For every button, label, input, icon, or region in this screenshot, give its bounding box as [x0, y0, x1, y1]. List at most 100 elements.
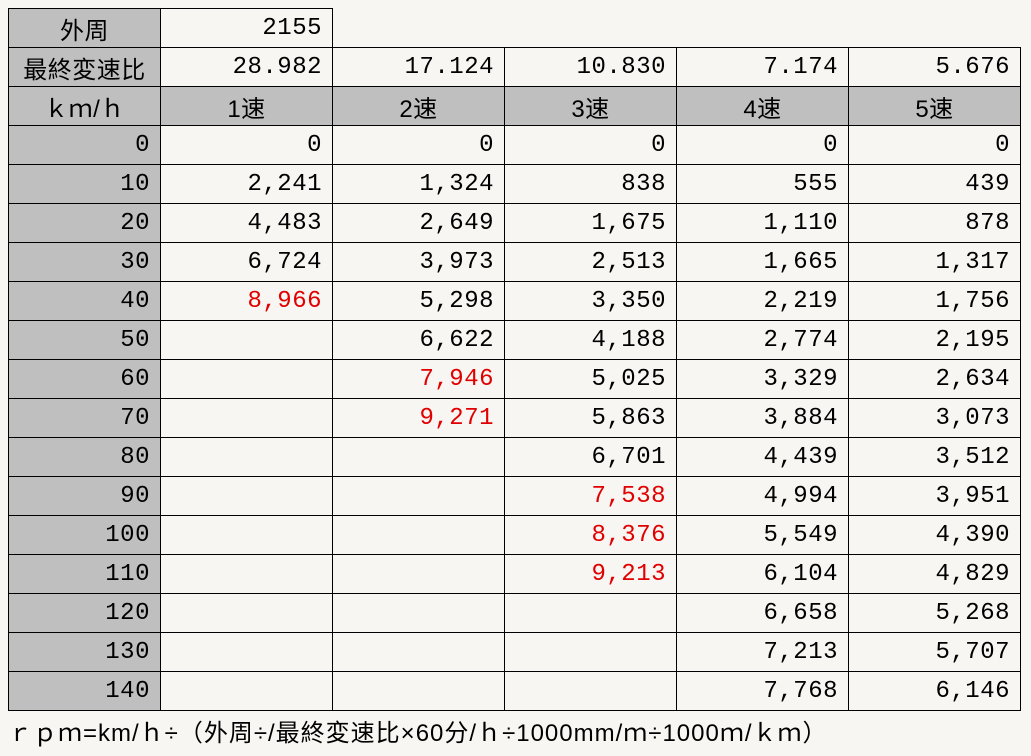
rpm-g3-90: 7,538 — [505, 477, 677, 516]
rpm-g4-120: 6,658 — [677, 594, 849, 633]
rpm-g5-30: 1,317 — [849, 243, 1021, 282]
rpm-g5-0: 0 — [849, 126, 1021, 165]
speed-90: 90 — [9, 477, 161, 516]
rpm-g1-70 — [161, 399, 333, 438]
gear-header-2: 2速 — [333, 87, 505, 126]
rpm-g2-20: 2,649 — [333, 204, 505, 243]
rpm-g3-0: 0 — [505, 126, 677, 165]
rpm-g2-110 — [333, 555, 505, 594]
speed-0: 0 — [9, 126, 161, 165]
rpm-g4-20: 1,110 — [677, 204, 849, 243]
blank-cell — [505, 9, 677, 48]
blank-cell — [849, 9, 1021, 48]
rpm-g3-140 — [505, 672, 677, 711]
rpm-g4-130: 7,213 — [677, 633, 849, 672]
rpm-g1-100 — [161, 516, 333, 555]
blank-cell — [677, 9, 849, 48]
rpm-g3-10: 838 — [505, 165, 677, 204]
rpm-g4-60: 3,329 — [677, 360, 849, 399]
rpm-g1-90 — [161, 477, 333, 516]
ratio-4: 7.174 — [677, 48, 849, 87]
rpm-g5-90: 3,951 — [849, 477, 1021, 516]
rpm-g1-20: 4,483 — [161, 204, 333, 243]
rpm-g5-70: 3,073 — [849, 399, 1021, 438]
rpm-g2-140 — [333, 672, 505, 711]
rpm-g2-40: 5,298 — [333, 282, 505, 321]
rpm-g5-50: 2,195 — [849, 321, 1021, 360]
speed-50: 50 — [9, 321, 161, 360]
label-final-ratio: 最終変速比 — [9, 48, 161, 87]
rpm-g2-60: 7,946 — [333, 360, 505, 399]
rpm-g3-80: 6,701 — [505, 438, 677, 477]
formula-text: ｒｐｍ=km/ｈ÷（外周÷/最終変速比×60分/ｈ÷1000mm/ｍ÷1000ｍ… — [8, 713, 1023, 748]
rpm-g4-80: 4,439 — [677, 438, 849, 477]
rpm-g3-40: 3,350 — [505, 282, 677, 321]
rpm-g1-130 — [161, 633, 333, 672]
rpm-g4-140: 7,768 — [677, 672, 849, 711]
speed-130: 130 — [9, 633, 161, 672]
speed-140: 140 — [9, 672, 161, 711]
speed-100: 100 — [9, 516, 161, 555]
rpm-g3-100: 8,376 — [505, 516, 677, 555]
gear-header-5: 5速 — [849, 87, 1021, 126]
gear-header-4: 4速 — [677, 87, 849, 126]
rpm-g3-110: 9,213 — [505, 555, 677, 594]
rpm-g2-80 — [333, 438, 505, 477]
rpm-g4-10: 555 — [677, 165, 849, 204]
blank-cell — [333, 9, 505, 48]
gear-rpm-table: 外周2155最終変速比28.98217.12410.8307.1745.676 ｋ… — [8, 8, 1021, 711]
rpm-g3-60: 5,025 — [505, 360, 677, 399]
speed-60: 60 — [9, 360, 161, 399]
rpm-g5-130: 5,707 — [849, 633, 1021, 672]
label-kmh: ｋｍ/ｈ — [9, 87, 161, 126]
rpm-g1-30: 6,724 — [161, 243, 333, 282]
rpm-g1-110 — [161, 555, 333, 594]
rpm-g5-110: 4,829 — [849, 555, 1021, 594]
rpm-g2-130 — [333, 633, 505, 672]
label-circumference: 外周 — [9, 9, 161, 48]
rpm-g5-60: 2,634 — [849, 360, 1021, 399]
rpm-g4-40: 2,219 — [677, 282, 849, 321]
rpm-g2-10: 1,324 — [333, 165, 505, 204]
ratio-1: 28.982 — [161, 48, 333, 87]
speed-70: 70 — [9, 399, 161, 438]
rpm-g3-70: 5,863 — [505, 399, 677, 438]
rpm-g5-20: 878 — [849, 204, 1021, 243]
rpm-g3-20: 1,675 — [505, 204, 677, 243]
rpm-g4-30: 1,665 — [677, 243, 849, 282]
rpm-g1-0: 0 — [161, 126, 333, 165]
rpm-g5-10: 439 — [849, 165, 1021, 204]
speed-110: 110 — [9, 555, 161, 594]
rpm-g5-80: 3,512 — [849, 438, 1021, 477]
speed-30: 30 — [9, 243, 161, 282]
rpm-g1-10: 2,241 — [161, 165, 333, 204]
rpm-g2-50: 6,622 — [333, 321, 505, 360]
rpm-g5-40: 1,756 — [849, 282, 1021, 321]
speed-120: 120 — [9, 594, 161, 633]
rpm-g3-130 — [505, 633, 677, 672]
rpm-g4-70: 3,884 — [677, 399, 849, 438]
ratio-3: 10.830 — [505, 48, 677, 87]
rpm-g4-90: 4,994 — [677, 477, 849, 516]
rpm-g4-100: 5,549 — [677, 516, 849, 555]
circumference-value: 2155 — [161, 9, 333, 48]
rpm-g1-80 — [161, 438, 333, 477]
speed-10: 10 — [9, 165, 161, 204]
ratio-5: 5.676 — [849, 48, 1021, 87]
ratio-2: 17.124 — [333, 48, 505, 87]
rpm-g2-120 — [333, 594, 505, 633]
rpm-g1-120 — [161, 594, 333, 633]
rpm-g3-120 — [505, 594, 677, 633]
rpm-g4-50: 2,774 — [677, 321, 849, 360]
gear-header-1: 1速 — [161, 87, 333, 126]
rpm-g2-0: 0 — [333, 126, 505, 165]
rpm-g3-30: 2,513 — [505, 243, 677, 282]
speed-80: 80 — [9, 438, 161, 477]
rpm-g2-100 — [333, 516, 505, 555]
rpm-g5-100: 4,390 — [849, 516, 1021, 555]
speed-20: 20 — [9, 204, 161, 243]
rpm-g1-140 — [161, 672, 333, 711]
gear-header-3: 3速 — [505, 87, 677, 126]
rpm-g1-50 — [161, 321, 333, 360]
rpm-g5-140: 6,146 — [849, 672, 1021, 711]
